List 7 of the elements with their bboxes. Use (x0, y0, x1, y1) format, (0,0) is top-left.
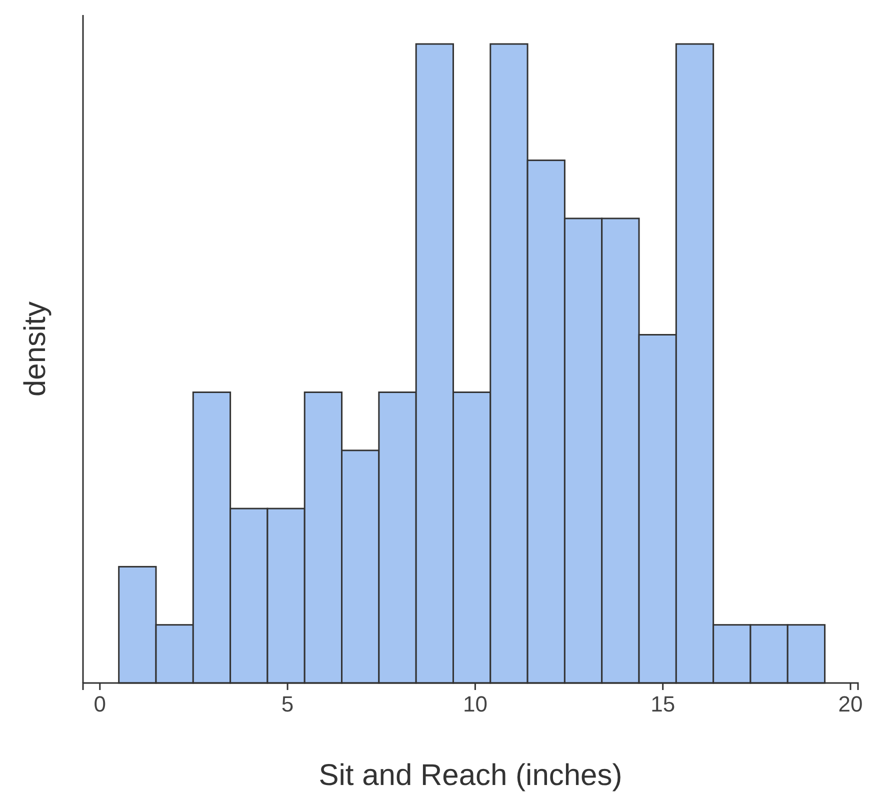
x-axis-title: Sit and Reach (inches) (318, 759, 622, 792)
x-tick-label: 20 (838, 692, 863, 717)
x-tick-label: 15 (650, 692, 676, 717)
x-tick-label: 10 (462, 692, 488, 717)
y-axis-title: density (19, 301, 52, 397)
x-tick-label: 0 (94, 692, 106, 717)
x-tick-label: 5 (281, 692, 294, 717)
